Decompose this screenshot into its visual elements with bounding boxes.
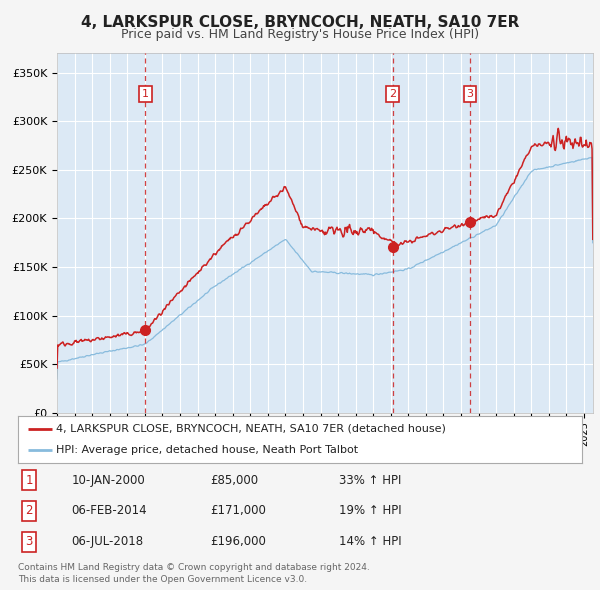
Text: £171,000: £171,000 bbox=[210, 504, 266, 517]
Text: 14% ↑ HPI: 14% ↑ HPI bbox=[340, 535, 402, 548]
Text: HPI: Average price, detached house, Neath Port Talbot: HPI: Average price, detached house, Neat… bbox=[56, 445, 358, 455]
Text: 1: 1 bbox=[142, 89, 149, 99]
Text: Contains HM Land Registry data © Crown copyright and database right 2024.
This d: Contains HM Land Registry data © Crown c… bbox=[18, 563, 370, 584]
Text: 4, LARKSPUR CLOSE, BRYNCOCH, NEATH, SA10 7ER: 4, LARKSPUR CLOSE, BRYNCOCH, NEATH, SA10… bbox=[81, 15, 519, 30]
Text: 4, LARKSPUR CLOSE, BRYNCOCH, NEATH, SA10 7ER (detached house): 4, LARKSPUR CLOSE, BRYNCOCH, NEATH, SA10… bbox=[56, 424, 446, 434]
Text: 2: 2 bbox=[26, 504, 33, 517]
Text: 19% ↑ HPI: 19% ↑ HPI bbox=[340, 504, 402, 517]
Text: 06-JUL-2018: 06-JUL-2018 bbox=[71, 535, 144, 548]
Text: 33% ↑ HPI: 33% ↑ HPI bbox=[340, 474, 402, 487]
Text: 3: 3 bbox=[26, 535, 33, 548]
Text: £85,000: £85,000 bbox=[210, 474, 258, 487]
Text: £196,000: £196,000 bbox=[210, 535, 266, 548]
Text: 10-JAN-2000: 10-JAN-2000 bbox=[71, 474, 145, 487]
Text: 06-FEB-2014: 06-FEB-2014 bbox=[71, 504, 147, 517]
Text: 2: 2 bbox=[389, 89, 396, 99]
Text: 3: 3 bbox=[467, 89, 473, 99]
Text: Price paid vs. HM Land Registry's House Price Index (HPI): Price paid vs. HM Land Registry's House … bbox=[121, 28, 479, 41]
Text: 1: 1 bbox=[26, 474, 33, 487]
